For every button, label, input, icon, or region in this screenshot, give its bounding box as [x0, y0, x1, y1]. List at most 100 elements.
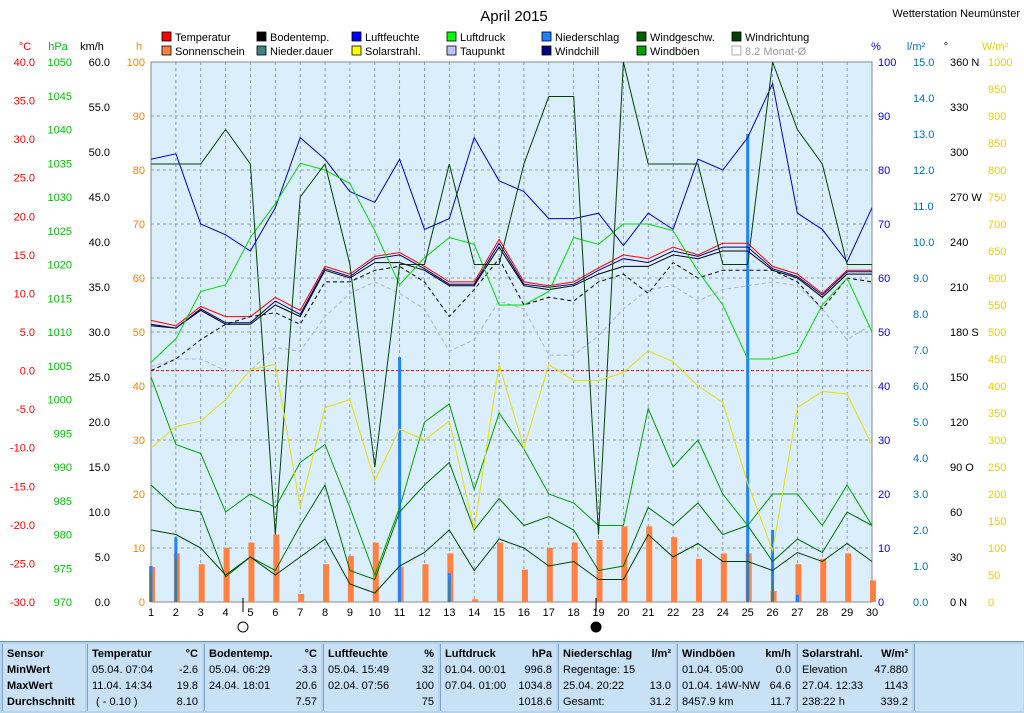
- solar-hours: 238:22 h: [802, 696, 845, 708]
- x-tick-label: 28: [816, 607, 828, 619]
- x-tick-label: 29: [841, 607, 853, 619]
- bar-sonnenschein: [521, 569, 528, 602]
- legend-swatch: [351, 45, 362, 56]
- axis-unit-labels: °C hPa km/h h% l/m² ° W/m²: [19, 41, 1009, 53]
- x-tick-label: 9: [347, 607, 353, 619]
- y-tick-label-solar: 600: [988, 273, 1006, 285]
- legend-label: Bodentemp.: [270, 32, 329, 44]
- axis-unit-wind: km/h: [80, 41, 104, 53]
- bar-sonnenschein: [571, 542, 578, 602]
- legend-swatch: [636, 31, 647, 42]
- bar-sonnenschein: [198, 564, 205, 602]
- soil-max-value: 20.6: [295, 680, 317, 692]
- y-tick-label-temp: 35.0: [14, 96, 35, 108]
- soil-max-time: 24.04. 18:01: [209, 680, 271, 692]
- legend-label: Temperatur: [175, 32, 231, 44]
- y-tick-label-dir: 300: [950, 147, 968, 159]
- series-line-luftdruck: [150, 162, 873, 363]
- y-tick-label-rain: 7.0: [913, 345, 928, 357]
- axis-unit-rain: l/m²: [907, 41, 926, 53]
- series-line-solarstrahl-: [150, 350, 873, 553]
- y-tick-label-press: 1040: [48, 125, 72, 137]
- press-avg-value: 1018.6: [518, 696, 552, 708]
- y-tick-label-temp: 30.0: [14, 134, 35, 146]
- y-tick-label-rain: 6.0: [913, 381, 928, 393]
- y-tick-label-dir: 330: [950, 102, 968, 114]
- legend-swatch: [351, 31, 362, 42]
- y-tick-label-solar: 500: [988, 327, 1006, 339]
- y-tick-label-press: 985: [54, 496, 72, 508]
- chart-title: April 2015: [480, 8, 548, 25]
- soil-min-value: -3.3: [298, 664, 317, 676]
- soil-avg-value: 7.57: [295, 696, 317, 708]
- stats-temperature-panel: Temperatur °C 05.04. 07:04 -2.6 11.04. 14:…: [87, 644, 202, 711]
- stats-empty-panel: [914, 644, 1023, 711]
- x-tick-label: 17: [543, 607, 555, 619]
- y-tick-label-sun: 90: [133, 111, 145, 123]
- x-tick-label: 3: [198, 607, 204, 619]
- axis-unit-hum: %: [871, 41, 881, 53]
- y-tick-label-rain: 5.0: [913, 417, 928, 429]
- x-tick-label: 15: [493, 607, 505, 619]
- press-max-time: 07.04. 01:00: [445, 680, 507, 692]
- press-min-time: 01.04. 00:01: [445, 664, 507, 676]
- stats-labels-panel: Sensor MinWert MaxWert Durchschnitt: [2, 644, 85, 711]
- x-tick-label: 11: [394, 607, 405, 619]
- hum-max-time: 02.04. 07:56: [328, 680, 390, 692]
- y-tick-label-dir: 60: [950, 507, 962, 519]
- y-tick-label-temp: 40.0: [14, 57, 35, 69]
- y-tick-label-solar: 900: [988, 111, 1006, 123]
- rain-total-label: Gesamt:: [563, 696, 605, 708]
- bar-nieder-dauer: [174, 558, 177, 602]
- y-tick-label-wind: 15.0: [89, 462, 110, 474]
- stats-pressure-panel: Luftdruck hPa 01.04. 00:01 996.8 07.04. 01…: [440, 644, 556, 711]
- wind-max-time: 01.04. 14W-NW: [682, 680, 761, 692]
- bar-sonnenschein: [671, 537, 678, 602]
- rain-unit: l/m²: [651, 648, 671, 660]
- bar-sonnenschein: [845, 553, 852, 602]
- x-tick-label: 1: [148, 607, 154, 619]
- bar-sonnenschein: [248, 542, 255, 602]
- y-tick-label-sun: 80: [133, 165, 145, 177]
- legend-label: Sonnenschein: [175, 46, 245, 58]
- solar-title: Solarstrahl.: [802, 648, 863, 660]
- stats-humidity-panel: Luftfeuchte% 05.04. 15:49 32 02.04. 07:56…: [323, 644, 438, 711]
- series-line-windgeschw-: [150, 529, 873, 594]
- y-tick-label-dir: 0 N: [950, 597, 967, 609]
- axis-unit-sun: h: [136, 41, 142, 53]
- y-tick-label-sun: 60: [133, 273, 145, 285]
- hum-unit: %: [424, 648, 434, 660]
- y-tick-label-solar: 1000: [988, 57, 1012, 69]
- legend-swatch: [161, 31, 172, 42]
- statistics-bar: Sensor MinWert MaxWert Durchschnitt Temp…: [0, 641, 1024, 713]
- stats-wind-panel: Windböen km/h 01.04. 05:00 0.0 01.04. 14W-…: [677, 644, 795, 711]
- y-tick-label-rain: 13.0: [913, 129, 934, 141]
- bar-sonnenschein: [596, 539, 603, 602]
- hum-max-value: 100: [415, 680, 434, 692]
- axis-unit-temp: °C: [19, 41, 31, 53]
- stats-avg-label: Durchschnitt: [7, 696, 75, 708]
- y-tick-label-temp: -25.0: [10, 558, 35, 570]
- y-tick-label-press: 1025: [48, 226, 72, 238]
- monthly-weather-chart: Wetterstation Neumünster April 2015 Temp…: [10, 8, 1020, 633]
- press-unit: hPa: [531, 648, 552, 660]
- series-line-windchill: [150, 242, 872, 329]
- y-tick-label-wind: 55.0: [89, 102, 110, 114]
- temp-unit: °C: [185, 648, 198, 660]
- solar-max-value: 1143: [884, 680, 908, 692]
- y-tick-label-wind: 35.0: [89, 282, 110, 294]
- bar-niederschlag: [746, 134, 750, 602]
- y-tick-label-rain: 11.0: [913, 201, 934, 213]
- moon-full-icon: [237, 621, 249, 633]
- y-tick-label-sun: 30: [133, 435, 145, 447]
- legend-label: Windböen: [650, 46, 700, 58]
- bar-sonnenschein: [472, 599, 479, 602]
- y-tick-label-dir: 150: [950, 372, 968, 384]
- y-tick-label-temp: -20.0: [10, 520, 35, 532]
- y-tick-label-sun: 70: [133, 219, 145, 231]
- bar-nieder-dauer: [448, 580, 451, 602]
- legend-label: Windgeschw.: [650, 32, 715, 44]
- solar-elevation-value: 47.880: [874, 664, 908, 676]
- y-tick-label-press: 1050: [48, 57, 72, 69]
- series-line-windb-en: [150, 461, 873, 581]
